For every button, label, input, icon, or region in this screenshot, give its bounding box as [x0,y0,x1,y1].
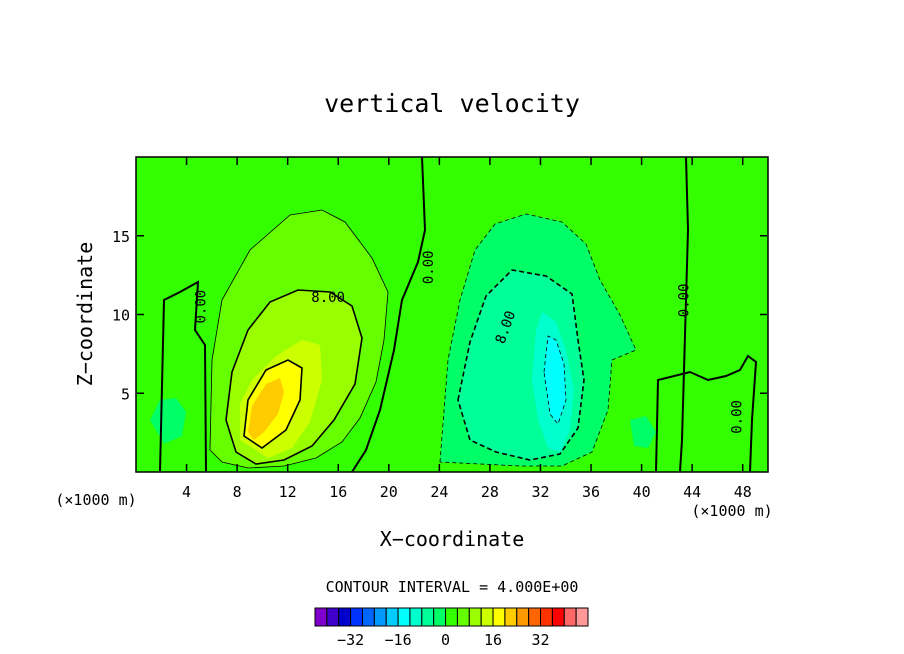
downdraft-contour-16 [543,335,567,425]
colorbar-swatch [445,607,458,627]
downdraft-contour-8 [457,269,585,461]
chart-title: vertical velocity [324,89,580,118]
colorbar-swatch [528,607,542,627]
colorbar-tick-label: 0 [441,631,450,649]
small-region-left [150,398,186,444]
colorbar-swatch [338,607,352,627]
colorbar-swatch [504,607,518,627]
x-tick-label: 28 [481,483,499,501]
colorbar-swatch [456,607,470,627]
zero-contour-right [679,157,690,472]
x-tick-label: 36 [582,483,600,501]
updraft-contour-4 [209,209,389,469]
y-axis: 5 10 15 [112,228,768,403]
colorbar-swatch [540,607,553,627]
zero-contour-rightbox [655,354,758,472]
y-tick-label: 5 [121,385,130,403]
y-tick-label: 15 [112,228,130,246]
colorbar-swatch [361,607,375,627]
colorbar-swatch [421,607,435,627]
contour-label: 0.00 [193,290,209,324]
x-tick-label: 4 [182,483,191,501]
colorbar-tick-label: −32 [337,631,364,649]
y-tick-label: 10 [112,307,130,325]
colorbar-swatch [492,607,506,627]
x-tick-label: 48 [734,483,752,501]
x-axis: 4 8 12 16 20 24 28 32 36 40 44 48 [182,157,752,501]
contour-label: 0.00 [729,400,745,434]
zero-contour-center [351,157,427,472]
colorbar: −32 −16 0 16 32 [314,607,589,649]
x-tick-label: 16 [329,483,347,501]
x-axis-label: X−coordinate [380,527,525,551]
updraft-contour-8 [225,289,363,465]
x-tick-label: 12 [279,483,297,501]
colorbar-swatch [409,607,423,627]
x-unit-right: (×1000 m) [691,502,772,520]
colorbar-swatch [563,607,577,627]
x-unit-left: (×1000 m) [55,491,136,509]
contour-label: 8.00 [311,290,345,306]
updraft-contour-16 [243,359,303,449]
colorbar-tick-label: 16 [484,631,502,649]
x-tick-label: 8 [233,483,242,501]
colorbar-swatch [433,607,447,627]
contour-interval-label: CONTOUR INTERVAL = 4.000E+00 [326,578,579,596]
x-tick-label: 32 [531,483,549,501]
colorbar-swatch [350,607,363,627]
y-axis-label: Z−coordinate [73,242,97,387]
contour-label: 0.00 [676,283,692,317]
small-region-right [630,416,656,448]
x-tick-label: 24 [430,483,448,501]
colorbar-swatch [326,607,340,627]
colorbar-swatch [551,607,565,627]
downdraft-region-16 [544,336,566,424]
downdraft-contour-4 [439,213,637,467]
colorbar-swatch [385,607,399,627]
x-tick-label: 40 [633,483,651,501]
contour-lines [159,157,758,472]
colorbar-swatch [373,607,387,627]
colorbar-swatch [575,607,589,627]
plot-area [136,157,768,472]
colorbar-swatch [516,607,530,627]
updraft-region-20 [248,378,284,440]
x-tick-label: 44 [683,483,701,501]
colorbar-swatch [468,607,482,627]
colorbar-swatch [314,607,328,627]
colorbar-swatch [480,607,494,627]
contour-label: 0.00 [421,250,437,284]
colorbar-swatch [397,607,411,627]
x-tick-label: 20 [380,483,398,501]
zero-contour-left [159,280,207,472]
colorbar-tick-label: 32 [531,631,549,649]
colorbar-tick-label: −16 [385,631,412,649]
